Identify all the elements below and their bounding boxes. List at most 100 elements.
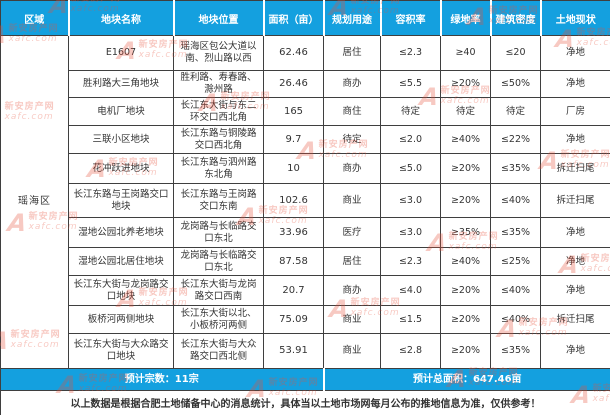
cell-use: 商业 [323, 183, 381, 218]
table-row: 长江东大街与大众路交口地块 长江东大街与大众路交口西北侧 53.91 商业 ≤2.8 ≥2… [1, 333, 610, 369]
cell-location: 胜利路、寿春路、滁州路 [173, 70, 264, 98]
cell-green: ≥20% [440, 275, 491, 306]
cell-area: 26.46 [263, 70, 324, 98]
cell-name: 湿地公园北养老地块 [68, 217, 174, 248]
cell-area: 102.6 [263, 183, 324, 218]
cell-status: 净地 [540, 125, 610, 154]
note-row: 以上数据是根据合肥土地储备中心的消息统计，具体当以土地市场网每月公布的推地信息为… [0, 390, 610, 415]
table-row: 电机厂地块 长江东大街与东二环交口西北角 165 商住 待定 待定 待定 厂房 [1, 97, 610, 126]
column-header-far: 容积率 [379, 0, 441, 36]
column-header-green: 绿地率 [439, 0, 491, 36]
cell-density: ≤22% [490, 125, 541, 154]
column-header-area: 面积（亩） [262, 0, 324, 36]
cell-use: 居住 [323, 247, 381, 276]
cell-far: ≤5.0 [380, 153, 441, 184]
cell-status: 厂房 [540, 97, 610, 126]
table-row: 三联小区地块 长江东路与铜陵路交口西北角 9.7 待定 ≤2.0 ≥40% ≤22% 净地 [1, 125, 610, 154]
table-row: 长江东路与王岗路交口地块 长江东路与王岗路交口东南 102.6 商业 ≤3.0 ≥20% ≤… [1, 183, 610, 218]
cell-name: 板桥河两侧地块 [68, 305, 174, 334]
cell-density: ≤40% [490, 275, 541, 306]
cell-green: 待定 [440, 97, 491, 126]
cell-green: ≥20% [440, 183, 491, 218]
table-row: 胜利路大三角地块 胜利路、寿春路、滁州路 26.46 商办 ≤5.5 ≥20% ≤50% 净地 [1, 70, 610, 98]
cell-location: 长江东大街与大众路交口西北侧 [173, 333, 264, 369]
cell-area: 75.09 [263, 305, 324, 334]
cell-far: ≤2.3 [380, 247, 441, 276]
column-header-region: 区域 [0, 0, 69, 36]
cell-status: 净地 [540, 333, 610, 369]
table-row: 湿地公园北养老地块 龙岗路与长临路交口东北 33.96 医疗 ≤3.0 ≥35% ≤35% 净… [1, 217, 610, 248]
cell-name: 长江东路与王岗路交口地块 [68, 183, 174, 218]
cell-area: 165 [263, 97, 324, 126]
cell-far: ≤3.0 [380, 217, 441, 248]
cell-green: ≥20% [440, 153, 491, 184]
cell-use: 待定 [323, 125, 381, 154]
column-header-location: 地块位置 [172, 0, 264, 36]
summary-parcel-count: 预计宗数：11宗 [0, 368, 324, 391]
summary-row: 预计宗数：11宗 预计总面积：647.46亩 [0, 368, 610, 391]
cell-name: E1607 [68, 35, 174, 71]
cell-use: 商住 [323, 97, 381, 126]
cell-status: 净地 [540, 217, 610, 248]
cell-far: 待定 [380, 97, 441, 126]
cell-name: 长江东大街与大众路交口地块 [68, 333, 174, 369]
cell-status: 净地 [540, 247, 610, 276]
column-header-density: 建筑密度 [489, 0, 541, 36]
table-row: 瑶海区 E1607 瑶海区包公大道以南、烈山路以西 62.46 居住 ≤2.3 ≥40 ≤20… [0, 35, 610, 369]
cell-location: 龙岗路与长临路交口东北 [173, 217, 264, 248]
cell-green: ≥20% [440, 333, 491, 369]
cell-location: 长江东路与王岗路交口东南 [173, 183, 264, 218]
cell-location: 长江东大街与东二环交口西北角 [173, 97, 264, 126]
cell-name: 电机厂地块 [68, 97, 174, 126]
cell-name: 湿地公园北居住地块 [68, 247, 174, 276]
cell-location: 长江东大街与龙岗路交口西南 [173, 275, 264, 306]
cell-use: 商办 [323, 70, 381, 98]
cell-name: 胜利路大三角地块 [68, 70, 174, 98]
cell-density: ≤50% [490, 70, 541, 98]
cell-far: ≤3.0 [380, 183, 441, 218]
disclaimer-note: 以上数据是根据合肥土地储备中心的消息统计，具体当以土地市场网每月公布的推地信息为… [0, 390, 610, 415]
cell-density: ≤40% [490, 305, 541, 334]
cell-far: ≤1.5 [380, 305, 441, 334]
cell-area: 53.91 [263, 333, 324, 369]
cell-area: 9.7 [263, 125, 324, 154]
cell-area: 87.58 [263, 247, 324, 276]
table-row: 花冲跃进地块 长江东路与泗州路东北角 10 商办 ≤5.0 ≥20% ≤35% 拆迁扫尾 [1, 153, 610, 184]
cell-use: 居住 [323, 35, 381, 71]
cell-area: 20.7 [263, 275, 324, 306]
cell-status: 拆迁扫尾 [540, 183, 610, 218]
cell-status: 净地 [540, 275, 610, 306]
summary-total-area: 预计总面积：647.46亩 [322, 368, 610, 391]
cell-far: ≤4.0 [380, 275, 441, 306]
cell-far: ≤2.3 [380, 35, 441, 71]
cell-density: ≤20 [490, 35, 541, 71]
region-cell: 瑶海区 [0, 35, 69, 369]
cell-green: ≥20% [440, 305, 491, 334]
cell-name: 三联小区地块 [68, 125, 174, 154]
cell-area: 10 [263, 153, 324, 184]
table-row: 板桥河两侧地块 长江东大街以北、小板桥河两侧 75.09 商业 ≤1.5 ≥20% ≤40%… [1, 305, 610, 334]
table-row: 长江东大街与龙岗路交口地块 长江东大街与龙岗路交口西南 20.7 商办 ≤4.0 ≥20%… [1, 275, 610, 306]
table-row: 湿地公园北居住地块 龙岗路与长临路交口东北 87.58 居住 ≤2.3 ≥40% ≤25% 净… [1, 247, 610, 276]
cell-location: 瑶海区包公大道以南、烈山路以西 [173, 35, 264, 71]
cell-far: ≤5.5 [380, 70, 441, 98]
cell-status: 净地 [540, 70, 610, 98]
cell-name: 长江东大街与龙岗路交口地块 [68, 275, 174, 306]
cell-density: ≤35% [490, 217, 541, 248]
cell-density: ≤35% [490, 333, 541, 369]
cell-density: ≤25% [490, 247, 541, 276]
cell-density: ≤40% [490, 183, 541, 218]
cell-use: 商业 [323, 305, 381, 334]
cell-far: ≤2.8 [380, 333, 441, 369]
header-row: 区域 地块名称 地块位置 面积（亩） 规划用途 容积率 绿地率 建筑密度 土地现状 [0, 0, 610, 36]
cell-location: 龙岗路与长临路交口东北 [173, 247, 264, 276]
cell-green: ≥35% [440, 217, 491, 248]
cell-area: 33.96 [263, 217, 324, 248]
cell-status: 拆迁扫尾 [540, 305, 610, 334]
cell-area: 62.46 [263, 35, 324, 71]
cell-green: ≥40% [440, 125, 491, 154]
cell-use: 商办 [323, 153, 381, 184]
column-header-status: 土地现状 [539, 0, 610, 36]
